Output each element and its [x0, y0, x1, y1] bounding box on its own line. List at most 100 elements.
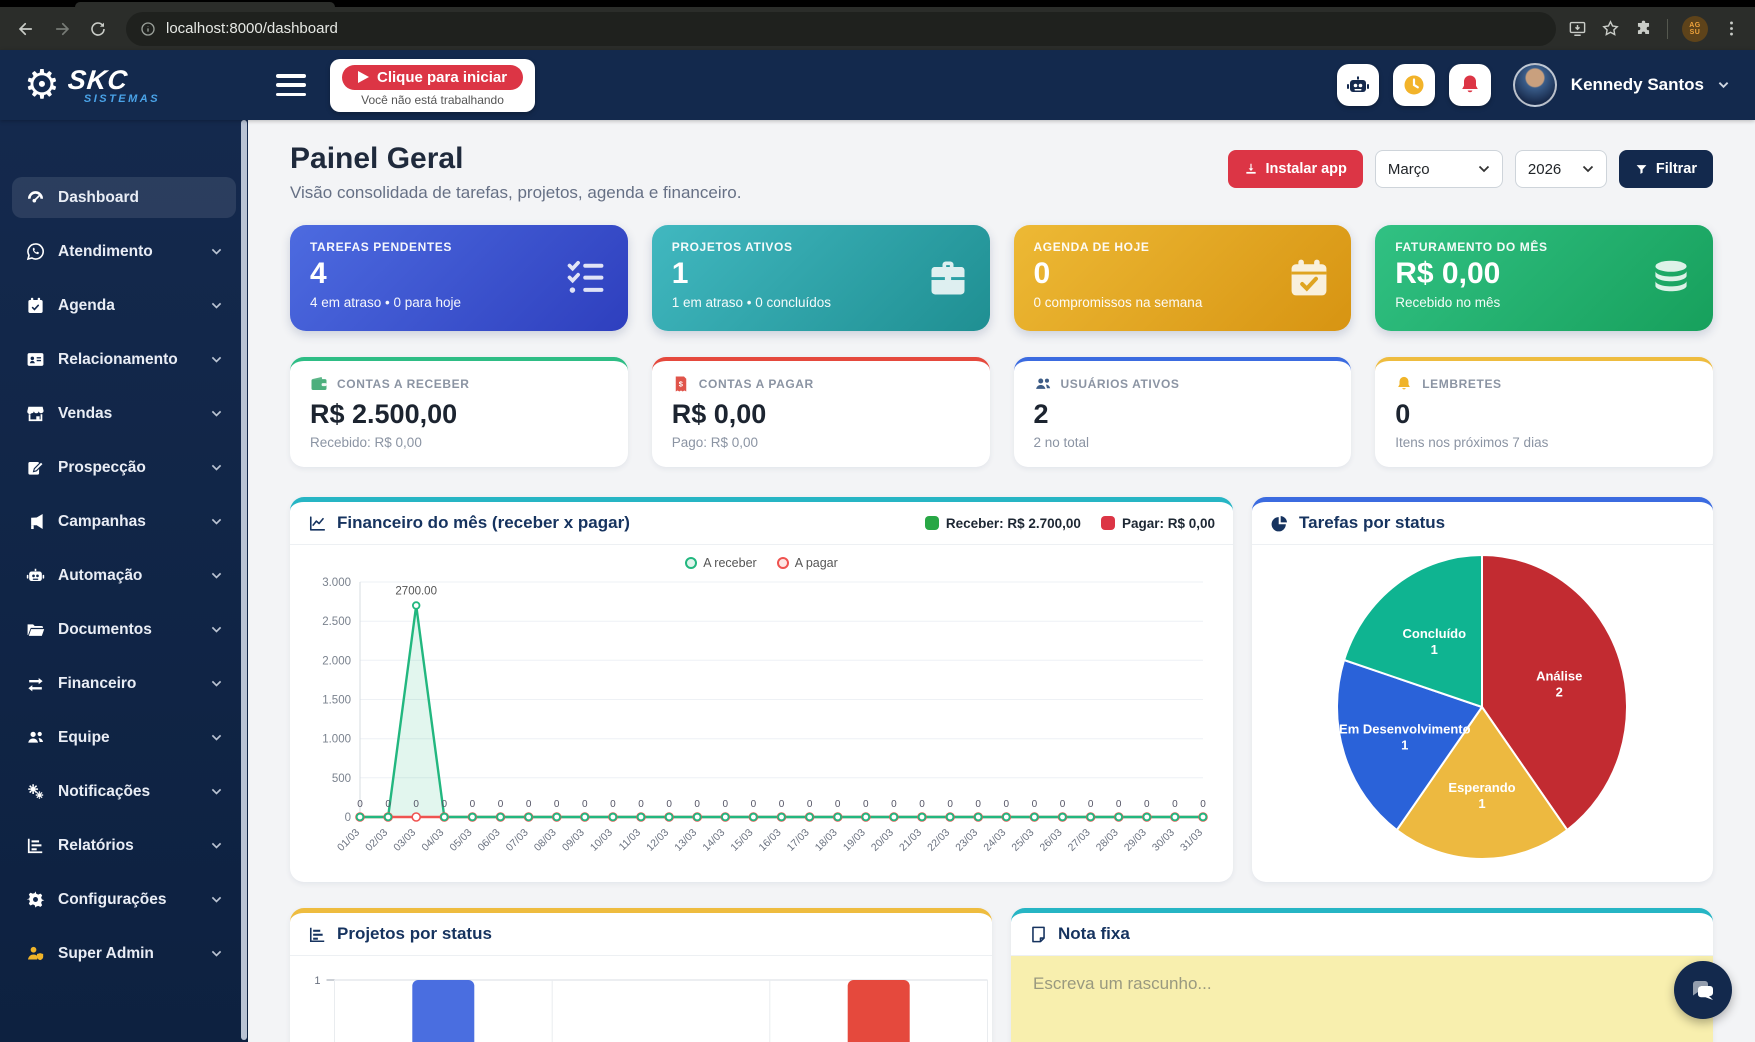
svg-text:10/03: 10/03 [588, 827, 615, 854]
start-work-button[interactable]: Clique para iniciar [342, 64, 524, 90]
metric-card-subtext: 2 no total [1033, 435, 1090, 450]
sidebar-item-notifica-es[interactable]: Notificações [12, 771, 236, 812]
sidebar-item-label: Notificações [58, 782, 151, 800]
sidebar-item-label: Super Admin [58, 944, 154, 962]
svg-text:25/03: 25/03 [1009, 827, 1036, 854]
contact-card-icon [26, 350, 45, 369]
refresh-icon [91, 21, 105, 36]
notifications-bell-button[interactable] [1448, 64, 1491, 106]
svg-text:3.000: 3.000 [322, 577, 351, 589]
browser-forward-button[interactable] [46, 13, 78, 45]
sidebar-item-dashboard[interactable]: Dashboard [12, 177, 236, 218]
line-chart: 3.000 2.500 2.000 1.500 1.000 500 0 0 01/03 0 02/0… [290, 574, 1233, 874]
chevron-down-icon [211, 572, 222, 580]
sidebar-item-equipe[interactable]: Equipe [12, 717, 236, 758]
browser-back-button[interactable] [10, 13, 42, 45]
stat-card: PROJETOS ATIVOS 1 1 em atraso • 0 conclu… [651, 225, 990, 331]
stat-card-label: TAREFAS PENDENTES [310, 240, 452, 254]
time-clock-button[interactable] [1392, 64, 1435, 106]
chat-fab-button[interactable] [1674, 961, 1732, 1019]
whatsapp-icon [26, 242, 45, 261]
sidebar-item-automa-o[interactable]: Automação [12, 555, 236, 596]
arrow-left-icon [18, 22, 33, 35]
svg-text:0: 0 [863, 799, 869, 810]
filter-button[interactable]: Filtrar [1618, 150, 1713, 188]
bell-icon [1461, 75, 1478, 93]
financeiro-card-header: Financeiro do mês (receber x pagar) Rece… [290, 502, 1233, 545]
browser-tab[interactable] [75, 2, 335, 7]
stat-card-label: AGENDA DE HOJE [1033, 240, 1150, 254]
page-title: Painel Geral [290, 142, 464, 175]
chart-total-badge: Pagar: R$ 0,00 [1100, 516, 1215, 531]
browser-menu-icon[interactable] [1722, 19, 1741, 38]
svg-text:21/03: 21/03 [897, 827, 924, 854]
sidebar-item-agenda[interactable]: Agenda [12, 285, 236, 326]
wallet-icon [310, 375, 328, 393]
svg-text:0: 0 [779, 799, 785, 810]
badge-color-swatch [924, 516, 939, 530]
install-pwa-icon[interactable] [1568, 19, 1587, 38]
sidebar-item-campanhas[interactable]: Campanhas [12, 501, 236, 542]
clock-icon [1404, 75, 1424, 95]
chevron-down-icon [211, 788, 222, 796]
site-info-icon[interactable] [140, 21, 156, 37]
sidebar-menu: Dashboard Atendimento Agenda Relacioname… [0, 120, 248, 974]
metric-cards-row: CONTAS A RECEBER R$ 2.500,00 Recebido: R… [290, 357, 1713, 467]
svg-text:2.500: 2.500 [322, 616, 351, 628]
sidebar-scrollbar[interactable] [241, 120, 247, 1040]
bookmark-star-icon[interactable] [1601, 19, 1620, 38]
month-select[interactable]: Março [1374, 150, 1503, 188]
metric-card-subtext: Pago: R$ 0,00 [671, 435, 759, 450]
stat-card-label: FATURAMENTO DO MÊS [1395, 240, 1548, 254]
bar-chart-svg: 1 [314, 975, 988, 1042]
svg-text:07/03: 07/03 [504, 827, 531, 854]
sidebar-item-documentos[interactable]: Documentos [12, 609, 236, 650]
funnel-icon [1636, 164, 1647, 174]
sidebar-item-relacionamento[interactable]: Relacionamento [12, 339, 236, 380]
sidebar-item-relat-rios[interactable]: Relatórios [12, 825, 236, 866]
sidebar-item-configura-es[interactable]: Configurações [12, 879, 236, 920]
assistant-robot-button[interactable] [1336, 64, 1379, 106]
browser-profile-avatar[interactable]: AG SU [1682, 15, 1708, 42]
note-icon [1032, 926, 1045, 942]
browser-address-bar[interactable]: localhost:8000/dashboard [126, 11, 1556, 46]
pie-chart: Análise 2 Esperando 1 Em Desenvolvimento 1 Con… [1252, 545, 1713, 875]
svg-text:0: 0 [975, 799, 981, 810]
sidebar-item-vendas[interactable]: Vendas [12, 393, 236, 434]
stat-card: AGENDA DE HOJE 0 0 compromissos na seman… [1013, 225, 1352, 331]
browser-refresh-button[interactable] [82, 13, 114, 45]
app-logo[interactable]: ⚙ SKC SISTEMAS [0, 65, 248, 105]
chevron-down-icon [211, 302, 222, 310]
svg-text:06/03: 06/03 [476, 827, 503, 854]
sidebar-item-label: Automação [58, 566, 143, 584]
user-name[interactable]: Kennedy Santos [1570, 75, 1704, 94]
sidebar-item-prospec-o[interactable]: Prospecção [12, 447, 236, 488]
sidebar-item-super-admin[interactable]: Super Admin [12, 933, 236, 974]
legend-item-pagar[interactable]: A pagar [776, 554, 838, 572]
stat-card-subtext: 1 em atraso • 0 concluídos [671, 295, 832, 310]
work-timer-card: Clique para iniciar Você não está trabal… [330, 58, 536, 112]
metric-card: $ CONTAS A PAGAR R$ 0,00 Pago: R$ 0,00 [651, 357, 990, 467]
svg-text:13/03: 13/03 [672, 827, 699, 854]
stat-card: FATURAMENTO DO MÊS R$ 0,00 Recebido no m… [1375, 225, 1713, 331]
svg-text:02/03: 02/03 [363, 827, 390, 854]
install-app-button[interactable]: Instalar app [1227, 150, 1363, 188]
user-menu-caret-icon[interactable] [1718, 81, 1729, 89]
svg-text:31/03: 31/03 [1178, 827, 1205, 854]
extensions-icon[interactable] [1634, 19, 1653, 38]
svg-text:0: 0 [638, 799, 644, 810]
note-textarea[interactable] [1031, 972, 1697, 1042]
users-group-icon [1034, 375, 1052, 393]
legend-item-receber[interactable]: A receber [685, 554, 757, 572]
megaphone-icon [26, 512, 45, 531]
sidebar-item-atendimento[interactable]: Atendimento [12, 231, 236, 272]
invoice-icon: $ [672, 375, 690, 393]
sidebar-item-financeiro[interactable]: Financeiro [12, 663, 236, 704]
url-text: localhost:8000/dashboard [166, 20, 338, 37]
pie-chart-icon [1271, 515, 1288, 531]
sidebar-toggle-button[interactable] [276, 74, 306, 96]
stat-card-value: 0 [1033, 257, 1051, 290]
year-select[interactable]: 2026 [1514, 150, 1607, 188]
user-avatar[interactable] [1512, 63, 1557, 107]
